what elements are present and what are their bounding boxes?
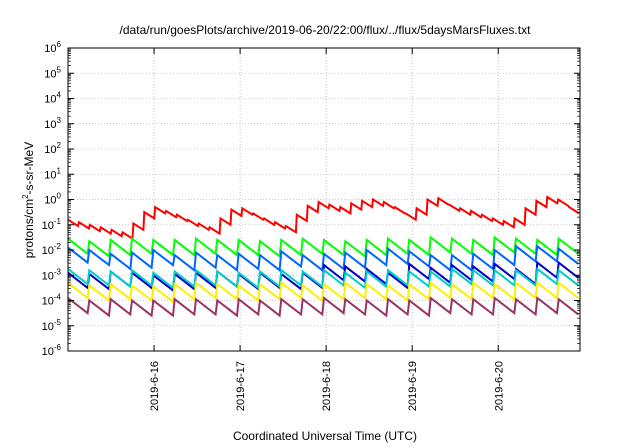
y-tick-exponent: 6 [57, 40, 62, 49]
y-tick-exponent: 4 [57, 91, 62, 100]
y-tick-base: 10 [44, 169, 56, 181]
y-axis-label: protons/cm2-s-sr-MeV [21, 142, 36, 258]
y-tick-label: 105 [44, 65, 61, 80]
y-tick-label: 106 [44, 40, 61, 55]
y-tick-label: 10-6 [42, 343, 62, 358]
x-tick-label: 2019-6-16 [149, 361, 161, 411]
y-tick-base: 10 [42, 220, 54, 232]
y-tick-base: 10 [42, 270, 54, 282]
series-line-6 [67, 296, 579, 318]
series-line-1 [67, 235, 579, 259]
y-tick-label: 103 [44, 116, 61, 131]
y-tick-exponent: -5 [54, 318, 62, 327]
y-tick-base: 10 [42, 245, 54, 257]
x-tick-label: 2019-6-19 [407, 361, 419, 411]
series-line-0 [67, 195, 580, 241]
y-tick-label: 10-3 [42, 267, 62, 282]
x-tick-label: 2019-6-18 [321, 361, 333, 411]
y-tick-base: 10 [44, 68, 56, 80]
y-axis-label-prefix: protons/cm [22, 199, 36, 258]
series-line-5 [67, 280, 579, 304]
frame-layer [67, 47, 581, 352]
y-axis-label-superscript: 2 [21, 194, 30, 199]
y-tick-label: 10-2 [42, 242, 62, 257]
y-tick-exponent: 1 [57, 166, 62, 175]
y-tick-exponent: 5 [57, 65, 62, 74]
y-tick-label: 101 [44, 166, 61, 181]
y-tick-base: 10 [44, 119, 56, 131]
x-tick-label: 2019-6-20 [493, 361, 505, 411]
y-tick-exponent: -6 [54, 343, 62, 352]
y-tick-exponent: -3 [54, 267, 62, 276]
x-axis-label: Coordinated Universal Time (UTC) [233, 429, 417, 443]
y-tick-base: 10 [44, 43, 56, 55]
y-tick-base: 10 [42, 296, 54, 308]
series-layer [67, 195, 580, 318]
chart-title: /data/run/goesPlots/archive/2019-06-20/2… [120, 23, 532, 37]
y-tick-exponent: 0 [57, 192, 62, 201]
y-tick-base: 10 [44, 144, 56, 156]
y-tick-label: 100 [44, 192, 61, 207]
y-tick-base: 10 [42, 321, 54, 333]
y-tick-label: 10-1 [42, 217, 62, 232]
y-tick-label: 10-5 [42, 318, 62, 333]
y-tick-label: 104 [44, 91, 61, 106]
series-line-4 [67, 266, 579, 290]
y-tick-base: 10 [44, 195, 56, 207]
y-tick-base: 10 [44, 94, 56, 106]
y-tick-exponent: -4 [54, 293, 62, 302]
y-tick-exponent: -1 [54, 217, 62, 226]
x-tick-labels: 2019-6-16 2019-6-17 2019-6-18 2019-6-19 2019… [149, 361, 505, 411]
x-tick-label: 2019-6-17 [235, 361, 247, 411]
y-tick-label: 10-4 [42, 293, 62, 308]
y-tick-exponent: 2 [57, 141, 62, 150]
y-tick-label: 102 [44, 141, 61, 156]
y-tick-exponent: -2 [54, 242, 62, 251]
series-line-2 [67, 244, 579, 273]
y-tick-base: 10 [42, 346, 54, 358]
y-axis-label-suffix: -s-sr-MeV [22, 142, 36, 195]
y-tick-exponent: 3 [57, 116, 62, 125]
y-tick-labels: 10-610-510-410-310-210-11001011021031041… [42, 40, 62, 358]
